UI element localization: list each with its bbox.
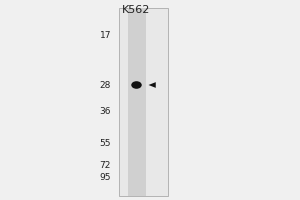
Text: K562: K562 [122,5,151,15]
Text: 36: 36 [100,106,111,116]
Text: 95: 95 [100,172,111,182]
Text: 72: 72 [100,160,111,170]
Text: 17: 17 [100,31,111,40]
Text: 55: 55 [100,138,111,148]
Bar [118,8,168,196]
Polygon shape [148,82,156,88]
Ellipse shape [131,81,142,89]
Bar [128,8,146,196]
Text: 28: 28 [100,81,111,90]
